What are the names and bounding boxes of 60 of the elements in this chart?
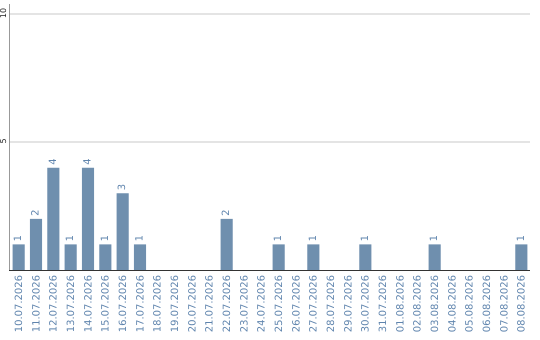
x-tick-label: 16.07.2026: [118, 275, 129, 332]
bar: [47, 168, 60, 270]
x-tick-label: 01.08.2026: [395, 275, 406, 332]
x-tick-label: 11.07.2026: [31, 275, 42, 332]
x-tick-label: 06.08.2026: [482, 275, 493, 332]
data-label: 1: [273, 235, 284, 242]
x-tick-label: 17.07.2026: [135, 275, 146, 332]
bar: [515, 244, 528, 270]
data-label: 1: [134, 235, 146, 242]
data-label: 1: [308, 235, 319, 242]
y-tick-label: 5: [0, 138, 8, 144]
x-tick-label: 24.07.2026: [256, 275, 268, 332]
bar: [99, 244, 112, 270]
data-label: 4: [48, 158, 59, 165]
x-tick-label: 12.07.2026: [48, 275, 60, 332]
x-tick-label: 29.07.2026: [343, 275, 354, 332]
data-label: 2: [30, 209, 42, 216]
bar: [220, 218, 233, 270]
x-tick-label: 13.07.2026: [66, 275, 77, 332]
data-label: 1: [360, 235, 371, 242]
bar: [116, 193, 129, 270]
y-tick-label: 10: [0, 8, 8, 18]
x-tick-label: 14.07.2026: [83, 275, 94, 332]
x-tick-label: 27.07.2026: [308, 275, 320, 332]
data-label: 2: [221, 209, 232, 216]
x-tick-label: 31.07.2026: [378, 275, 389, 332]
data-label: 1: [13, 235, 24, 242]
data-label: 1: [429, 235, 440, 242]
x-tick-label: 28.07.2026: [326, 275, 337, 332]
bar: [64, 244, 77, 270]
bar: [359, 244, 372, 270]
bar: [30, 218, 42, 270]
x-tick-label: 05.08.2026: [464, 275, 476, 332]
x-tick-label: 10.07.2026: [14, 275, 25, 332]
x-tick-label: 21.07.2026: [204, 275, 216, 332]
data-label: 4: [82, 158, 94, 165]
x-tick-label: 19.07.2026: [170, 275, 181, 332]
x-tick-label: 03.08.2026: [430, 275, 441, 332]
bar: [82, 168, 94, 270]
x-tick-label: 04.08.2026: [447, 275, 458, 332]
x-tick-label: 25.07.2026: [274, 275, 285, 332]
data-label: 3: [117, 184, 128, 190]
x-tick-label: 30.07.2026: [360, 275, 372, 332]
x-tick-label: 18.07.2026: [152, 275, 164, 332]
x-tick-label: 26.07.2026: [291, 275, 302, 332]
x-tick-label: 15.07.2026: [100, 275, 112, 332]
x-tick-label: 23.07.2026: [239, 275, 250, 332]
data-label: 1: [100, 235, 111, 242]
data-label: 1: [65, 235, 76, 242]
x-tick-label: 02.08.2026: [412, 275, 424, 332]
bar: [307, 244, 320, 270]
bar: [272, 244, 285, 270]
bar: [428, 244, 441, 270]
x-tick-label: 08.08.2026: [516, 275, 528, 332]
bar: [12, 244, 25, 270]
bar: [134, 244, 146, 270]
x-tick-label: 07.08.2026: [499, 275, 510, 332]
x-tick-label: 22.07.2026: [222, 275, 233, 332]
data-label: 1: [516, 235, 527, 242]
x-tick-label: 20.07.2026: [187, 275, 198, 332]
